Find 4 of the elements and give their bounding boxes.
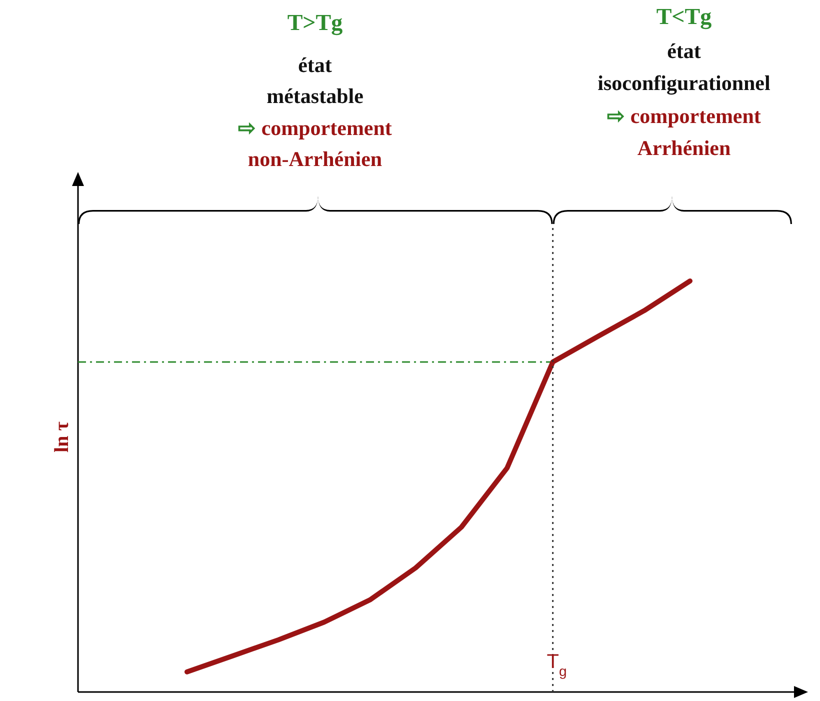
text: T>Tg état métastable ⇨ comportement non-Arrhénien — [238, 10, 392, 171]
text: T<Tg état isoconfigurationnel ⇨ comportement Arrhénien — [598, 4, 770, 160]
y-axis-title: ln τ — [51, 422, 73, 452]
annotation: T$_{g}$ — [546, 651, 567, 679]
